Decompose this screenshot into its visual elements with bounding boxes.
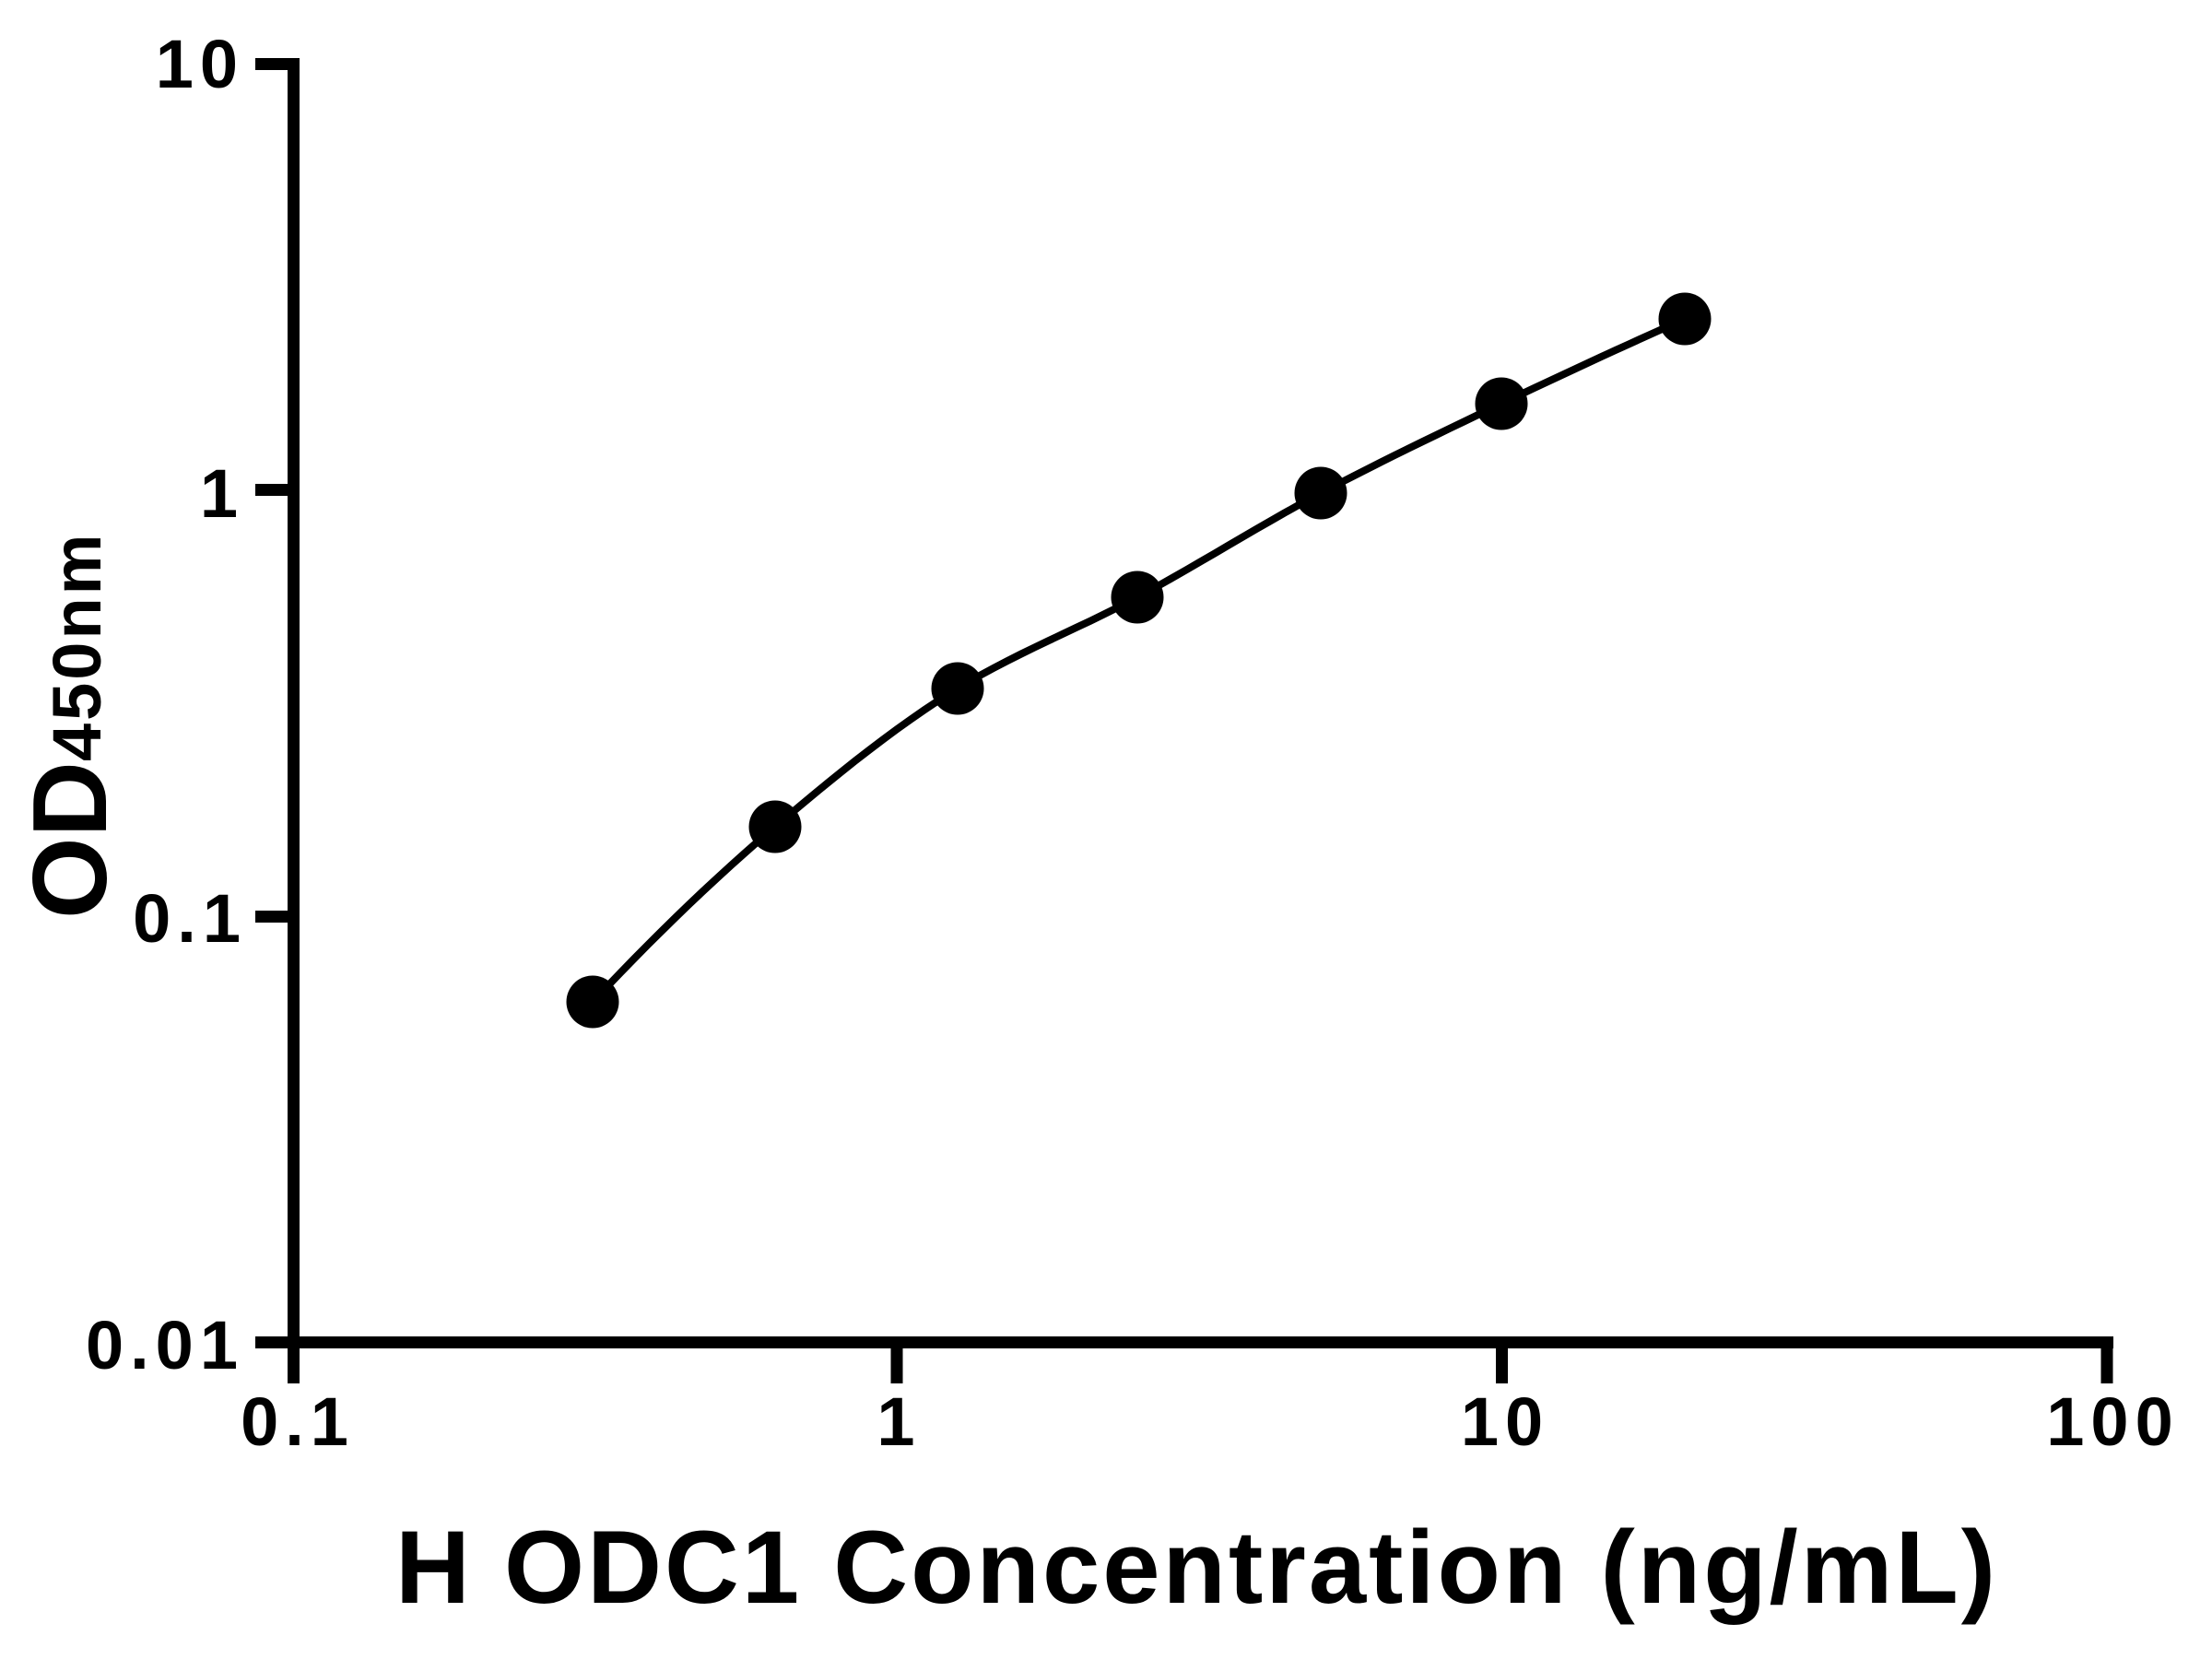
svg-text:1: 1 [877, 1383, 921, 1460]
svg-text:100: 100 [2046, 1383, 2179, 1460]
svg-text:0.01: 0.01 [86, 1307, 244, 1383]
svg-text:H ODC1 Concentration (ng/mL): H ODC1 Concentration (ng/mL) [395, 1510, 1998, 1625]
svg-text:1: 1 [200, 455, 244, 532]
svg-text:OD450nm: OD450nm [12, 532, 129, 919]
svg-text:0.1: 0.1 [133, 880, 247, 957]
svg-text:10: 10 [1461, 1383, 1549, 1460]
svg-text:10: 10 [156, 26, 244, 102]
svg-text:0.1: 0.1 [241, 1383, 355, 1460]
